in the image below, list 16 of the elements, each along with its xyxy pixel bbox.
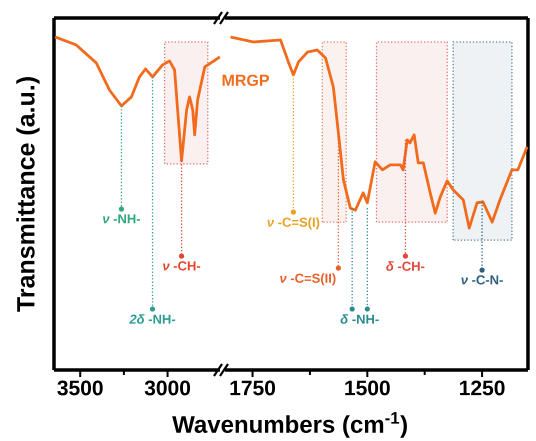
x-tick-label: 3500 [57,380,103,396]
y-axis-title: Transmittance (a.u.) [16,77,40,312]
annotation: ν -C-N- [461,275,503,284]
x-tick-label: 1250 [460,380,505,396]
annotation: ν -C=S(I) [268,217,320,230]
x-tick-label: 3000 [144,380,190,396]
annotation: ν -C=S(II) [280,273,336,286]
x-tick-label: 1500 [345,380,390,396]
x-axis-title: Wavenumbers (cm$^{-1}$) [172,412,407,438]
x-tick-label: 1750 [230,380,276,396]
series-label: MRGP [222,74,269,86]
annotation: δ -CH- [386,261,424,271]
annotation: ν -NH- [102,214,140,224]
annotation: 2δ -NH- [129,314,176,324]
annotation: δ -NH- [340,314,379,324]
annotation: ν -CH- [163,261,200,270]
